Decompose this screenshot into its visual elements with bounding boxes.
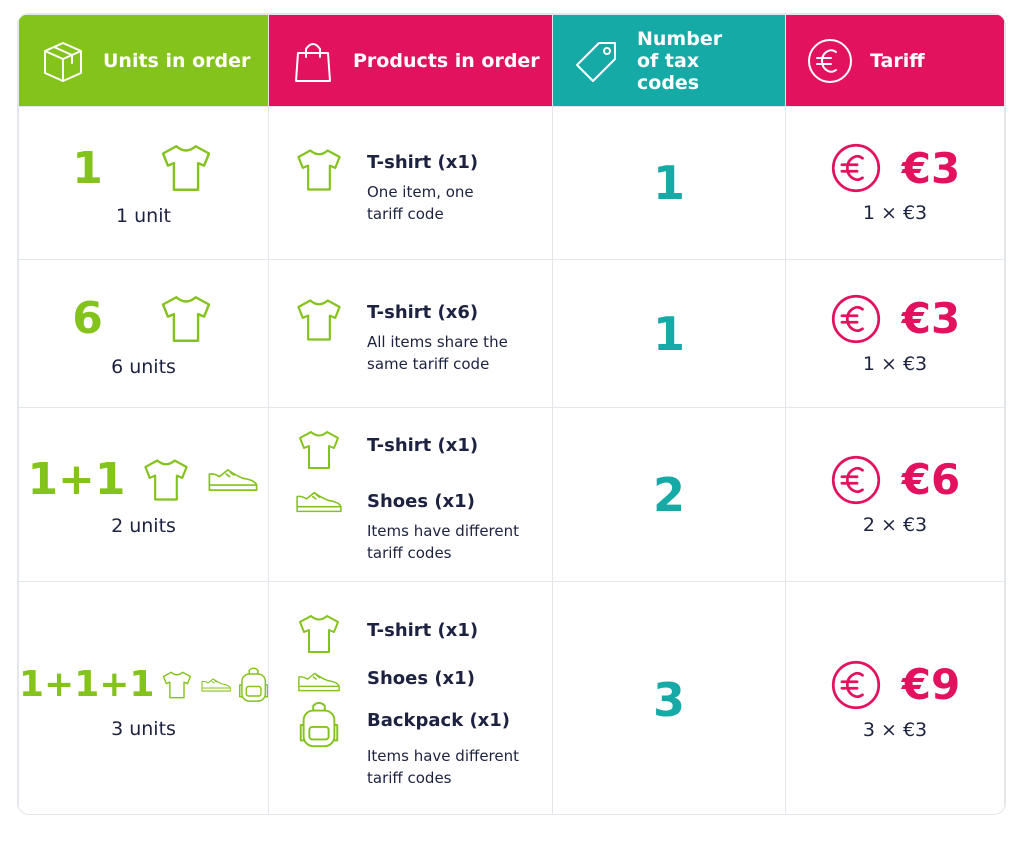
tshirt-icon — [295, 425, 343, 475]
products-cell: T-shirt (x1) Shoes (x1) Backpack (x1) Ite… — [268, 581, 553, 814]
tariff-formula: 1 × €3 — [862, 202, 928, 224]
units-label: 2 units — [111, 514, 176, 537]
products-cell: T-shirt (x1) Shoes (x1) Items have differ… — [268, 407, 553, 582]
header-cell: Tariff — [785, 14, 1005, 107]
units-count: 1 — [72, 142, 103, 194]
tshirt-icon — [140, 453, 192, 507]
tariff-amount: €3 — [901, 294, 961, 343]
product-note: All items share the same tariff code — [367, 333, 508, 373]
product-note: Items have different tariff codes — [367, 522, 520, 562]
header-row: Units in order Products in order Number … — [18, 14, 1005, 107]
product-name: T-shirt (x1) — [367, 151, 479, 173]
units-count: 1+1 — [27, 454, 126, 505]
product-name: Shoes (x1) — [367, 491, 475, 512]
units-label: 3 units — [111, 717, 176, 740]
product-note: Items have different tariff codes — [367, 747, 520, 787]
row: 6 6 units T-shirt (x6) All items share the… — [18, 259, 1005, 408]
tariff-amount: €9 — [901, 660, 961, 709]
units-cell: 1 1 unit — [18, 106, 269, 260]
tariff-cell: €3 1 × €3 — [785, 259, 1005, 408]
tax-codes: 1 — [552, 259, 786, 408]
product-name: Shoes (x1) — [367, 668, 475, 689]
euro-icon — [830, 659, 882, 711]
product-name: T-shirt (x1) — [367, 620, 479, 641]
row: 1+1 2 units T-shirt (x1) Shoes (x1) Items … — [18, 407, 1005, 582]
table-card: Units in order Products in order Number … — [17, 13, 1006, 815]
units-label: 1 unit — [116, 205, 171, 227]
units-cell: 6 6 units — [18, 259, 269, 408]
header-text: Number of tax codes — [637, 27, 723, 94]
shoe-icon — [200, 673, 232, 697]
shoe-icon — [294, 489, 344, 515]
tshirt-icon — [295, 610, 343, 658]
header-text: Units in order — [103, 49, 251, 72]
euro-icon — [830, 454, 882, 506]
tariff-formula: 3 × €3 — [862, 718, 928, 741]
tariff-cell: €6 2 × €3 — [785, 407, 1005, 582]
product-name: Backpack (x1) — [367, 710, 511, 731]
row: 1+1+1 3 units T-shirt (x1) Shoes (x1) Bac… — [18, 581, 1005, 814]
products-cell: T-shirt (x1) One item, one tariff code — [268, 106, 553, 260]
euro-icon — [806, 37, 854, 85]
header-cell: Products in order — [268, 14, 553, 107]
euro-icon — [830, 142, 882, 194]
backpack-icon — [239, 660, 268, 710]
box-icon — [39, 37, 87, 85]
header-text: Products in order — [353, 49, 540, 72]
row: 1 1 unit T-shirt (x1) One item, one tariff… — [18, 106, 1005, 260]
euro-icon — [830, 293, 882, 345]
tshirt-icon — [293, 142, 345, 198]
tariff-amount: €6 — [901, 455, 961, 504]
backpack-icon — [299, 700, 339, 750]
product-note: One item, one tariff code — [367, 182, 474, 223]
tariff-cell: €9 3 × €3 — [785, 581, 1005, 814]
products-cell: T-shirt (x6) All items share the same tar… — [268, 259, 553, 408]
units-label: 6 units — [111, 355, 176, 378]
shoe-icon — [296, 670, 342, 694]
tshirt-icon — [157, 139, 215, 197]
tshirt-icon — [160, 662, 194, 708]
header-text: Tariff — [870, 49, 925, 72]
units-cell: 1+1 2 units — [18, 407, 269, 582]
tariff-amount: €3 — [901, 143, 961, 193]
header-cell: Number of tax codes — [552, 14, 786, 107]
tariff-formula: 2 × €3 — [862, 513, 928, 536]
bag-icon — [289, 37, 337, 85]
tariff-table: Units in order Products in order Number … — [18, 14, 1005, 814]
tax-codes: 2 — [552, 407, 786, 582]
tariff-formula: 1 × €3 — [862, 352, 928, 375]
tax-codes: 3 — [552, 581, 786, 814]
tshirt-icon — [293, 292, 345, 348]
units-count: 1+1+1 — [19, 664, 155, 705]
tag-icon — [573, 37, 621, 85]
product-name: T-shirt (x6) — [367, 302, 479, 323]
header-cell: Units in order — [18, 14, 269, 107]
shoe-icon — [206, 466, 260, 494]
tariff-cell: €3 1 × €3 — [785, 106, 1005, 260]
tshirt-icon — [157, 290, 215, 348]
units-cell: 1+1+1 3 units — [18, 581, 269, 814]
tax-codes: 1 — [552, 106, 786, 260]
product-name: T-shirt (x1) — [367, 435, 479, 456]
units-count: 6 — [72, 293, 103, 344]
